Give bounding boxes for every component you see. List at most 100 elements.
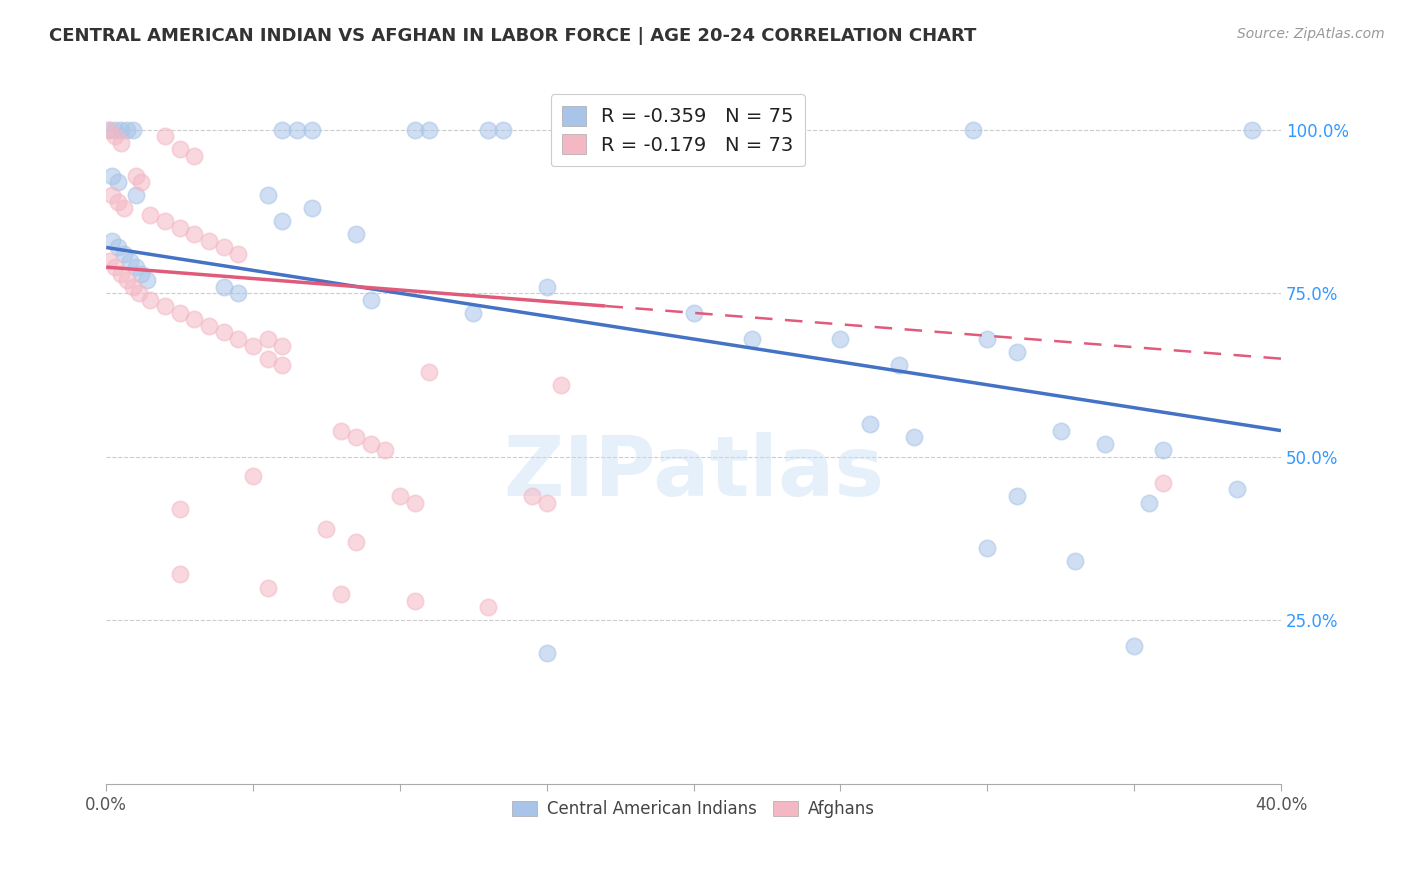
Text: ZIPatlas: ZIPatlas <box>503 433 884 514</box>
Point <box>903 430 925 444</box>
Point <box>536 279 558 293</box>
Legend: Central American Indians, Afghans: Central American Indians, Afghans <box>505 794 882 825</box>
Point <box>228 247 250 261</box>
Point <box>183 149 205 163</box>
Point <box>536 646 558 660</box>
Point <box>169 567 191 582</box>
Point <box>153 129 176 144</box>
Point <box>418 122 440 136</box>
Point <box>139 293 162 307</box>
Point <box>830 332 852 346</box>
Point <box>107 194 129 209</box>
Point <box>301 201 323 215</box>
Point <box>98 122 121 136</box>
Point <box>256 188 278 202</box>
Point <box>1094 436 1116 450</box>
Point <box>242 338 264 352</box>
Point <box>256 332 278 346</box>
Point <box>404 495 426 509</box>
Point <box>1153 443 1175 458</box>
Point <box>330 587 353 601</box>
Point <box>153 299 176 313</box>
Point <box>404 593 426 607</box>
Point <box>242 469 264 483</box>
Point <box>183 227 205 242</box>
Point <box>104 260 127 274</box>
Point <box>110 136 132 150</box>
Point <box>256 351 278 366</box>
Point <box>741 332 763 346</box>
Point <box>859 417 882 431</box>
Point <box>101 234 124 248</box>
Point <box>98 122 121 136</box>
Point <box>183 312 205 326</box>
Point <box>110 122 132 136</box>
Point <box>756 122 779 136</box>
Point <box>115 122 138 136</box>
Point <box>1153 475 1175 490</box>
Point <box>1226 483 1249 497</box>
Point <box>104 122 127 136</box>
Point <box>228 332 250 346</box>
Point <box>1005 489 1028 503</box>
Point <box>212 240 235 254</box>
Point <box>271 122 294 136</box>
Point <box>112 201 135 215</box>
Point <box>121 122 143 136</box>
Point <box>136 273 159 287</box>
Point <box>1137 495 1160 509</box>
Point <box>256 581 278 595</box>
Point <box>101 169 124 183</box>
Point <box>770 122 793 136</box>
Point <box>976 332 998 346</box>
Point <box>198 234 221 248</box>
Point <box>344 227 367 242</box>
Point <box>962 122 984 136</box>
Point <box>1005 345 1028 359</box>
Text: Source: ZipAtlas.com: Source: ZipAtlas.com <box>1237 27 1385 41</box>
Point <box>889 358 911 372</box>
Point <box>124 188 146 202</box>
Point <box>139 208 162 222</box>
Point <box>418 365 440 379</box>
Point <box>463 306 485 320</box>
Point <box>121 279 143 293</box>
Point <box>976 541 998 556</box>
Point <box>330 424 353 438</box>
Point <box>124 169 146 183</box>
Point <box>477 600 499 615</box>
Point <box>107 175 129 189</box>
Point <box>1064 554 1087 568</box>
Point <box>520 489 543 503</box>
Point <box>115 273 138 287</box>
Text: CENTRAL AMERICAN INDIAN VS AFGHAN IN LABOR FORCE | AGE 20-24 CORRELATION CHART: CENTRAL AMERICAN INDIAN VS AFGHAN IN LAB… <box>49 27 977 45</box>
Point <box>388 489 411 503</box>
Point <box>1049 424 1071 438</box>
Point <box>344 534 367 549</box>
Point <box>360 436 382 450</box>
Point <box>107 240 129 254</box>
Point <box>271 338 294 352</box>
Point <box>118 253 141 268</box>
Point <box>153 214 176 228</box>
Point <box>124 260 146 274</box>
Point <box>104 129 127 144</box>
Point <box>682 306 704 320</box>
Point <box>131 267 153 281</box>
Point <box>271 214 294 228</box>
Point <box>315 522 337 536</box>
Point <box>1123 640 1146 654</box>
Point <box>169 306 191 320</box>
Point <box>492 122 515 136</box>
Point <box>212 326 235 340</box>
Point <box>169 142 191 156</box>
Point <box>579 122 602 136</box>
Point <box>404 122 426 136</box>
Point <box>536 495 558 509</box>
Point <box>198 318 221 333</box>
Point <box>550 377 572 392</box>
Point <box>128 286 150 301</box>
Point <box>301 122 323 136</box>
Point <box>1240 122 1263 136</box>
Point <box>374 443 396 458</box>
